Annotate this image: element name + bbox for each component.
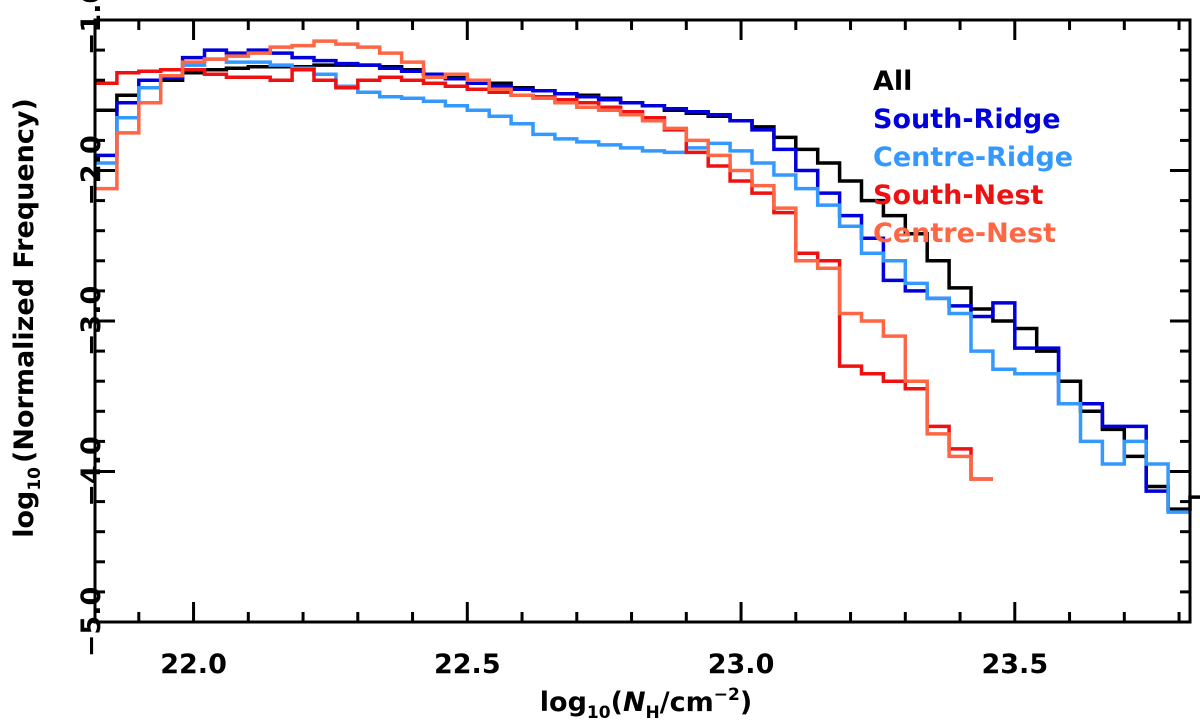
- x-tick-label: 23.5: [981, 649, 1048, 680]
- series-line-centre-nest: [95, 39, 993, 481]
- legend-entry-south-nest: South-Nest: [873, 180, 1044, 211]
- legend: All South-Ridge Centre-Ridge South-Nest Cent…: [873, 66, 1073, 249]
- legend-entry-centre-nest: Centre-Nest: [873, 218, 1056, 249]
- x-axis-label: log10(NH/cm−2): [540, 685, 752, 723]
- y-tick-label: −4.0: [76, 436, 107, 506]
- y-axis-label: log10(Normalized Frequency): [9, 98, 45, 538]
- legend-entry-all: All: [873, 66, 912, 97]
- y-tick-label: −3.0: [76, 286, 107, 356]
- x-tick-label: 23.0: [708, 649, 775, 680]
- legend-entry-centre-ridge: Centre-Ridge: [873, 142, 1073, 173]
- y-tick-label: −5.0: [76, 587, 107, 657]
- axis-ticks: 22.0 22.5 23.0 23.5 −1.0 −2.0 −3.0 −4.0 −5.0: [76, 0, 1190, 680]
- series-group: [95, 39, 1200, 514]
- y-tick-label: −2.0: [76, 135, 107, 205]
- x-tick-label: 22.0: [160, 649, 227, 680]
- series-line-all: [95, 63, 1200, 511]
- x-tick-label: 22.5: [434, 649, 501, 680]
- y-tick-label: −1.0: [76, 0, 107, 55]
- series-line-centre-ridge: [95, 57, 1190, 514]
- series-line-south-nest: [95, 67, 993, 481]
- legend-entry-south-ridge: South-Ridge: [873, 104, 1061, 135]
